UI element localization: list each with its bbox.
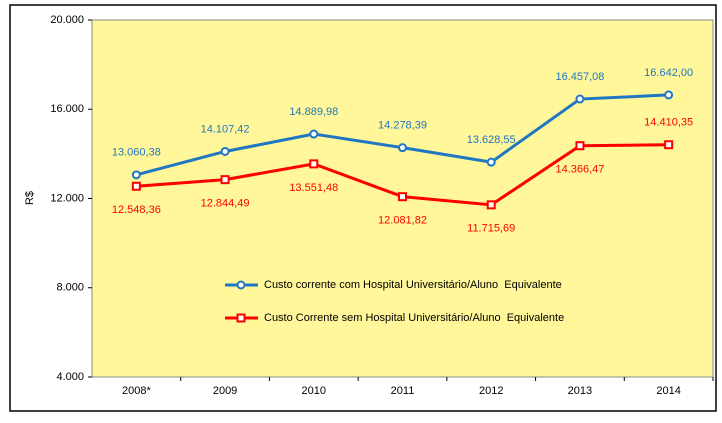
point bbox=[575, 141, 585, 151]
point bbox=[309, 129, 319, 139]
y-tick-label: 8.000 bbox=[56, 282, 84, 294]
x-tick-label: 2010 bbox=[302, 385, 326, 397]
y-tick-label: 20.000 bbox=[50, 14, 84, 26]
data-label: 12.844,49 bbox=[201, 198, 250, 210]
point bbox=[309, 159, 319, 169]
legend-label: Custo corrente com Hospital Universitári… bbox=[264, 279, 562, 291]
y-tick-label: 16.000 bbox=[50, 103, 84, 115]
x-tick-label: 2013 bbox=[568, 385, 592, 397]
x-tick-label: 2008* bbox=[122, 385, 151, 397]
point bbox=[664, 90, 674, 100]
x-tick-label: 2012 bbox=[479, 385, 503, 397]
point bbox=[398, 143, 407, 153]
data-label: 11.715,69 bbox=[467, 223, 515, 235]
data-label: 13.628,55 bbox=[467, 134, 516, 146]
data-label: 14.410,35 bbox=[644, 117, 693, 129]
point bbox=[486, 200, 496, 210]
data-label: 14.366,47 bbox=[555, 164, 604, 176]
data-label: 14.889,98 bbox=[289, 106, 338, 118]
x-tick-label: 2009 bbox=[213, 385, 237, 397]
point bbox=[220, 175, 230, 185]
x-tick-label: 2014 bbox=[656, 385, 680, 397]
y-tick-label: 12.000 bbox=[50, 192, 84, 204]
legend-marker bbox=[236, 313, 246, 323]
data-label: 16.457,08 bbox=[555, 71, 604, 83]
data-label: 13.060,38 bbox=[112, 147, 161, 159]
data-label: 12.081,82 bbox=[378, 215, 427, 227]
data-label: 13.551,48 bbox=[289, 182, 338, 194]
x-tick-label: 2011 bbox=[391, 385, 415, 397]
point bbox=[486, 157, 496, 167]
data-label: 12.548,36 bbox=[112, 204, 161, 216]
point bbox=[575, 94, 585, 104]
data-label: 14.107,42 bbox=[201, 123, 250, 135]
point bbox=[131, 181, 141, 191]
legend-marker bbox=[236, 280, 246, 290]
y-axis-label: R$ bbox=[24, 191, 36, 205]
data-label: 14.278,39 bbox=[378, 120, 427, 132]
legend-label: Custo Corrente sem Hospital Universitári… bbox=[264, 312, 564, 324]
y-tick-label: 4.000 bbox=[56, 371, 84, 383]
point bbox=[220, 146, 230, 156]
data-label: 16.642,00 bbox=[644, 67, 693, 79]
point bbox=[398, 192, 407, 202]
point bbox=[131, 170, 141, 180]
point bbox=[664, 140, 674, 150]
